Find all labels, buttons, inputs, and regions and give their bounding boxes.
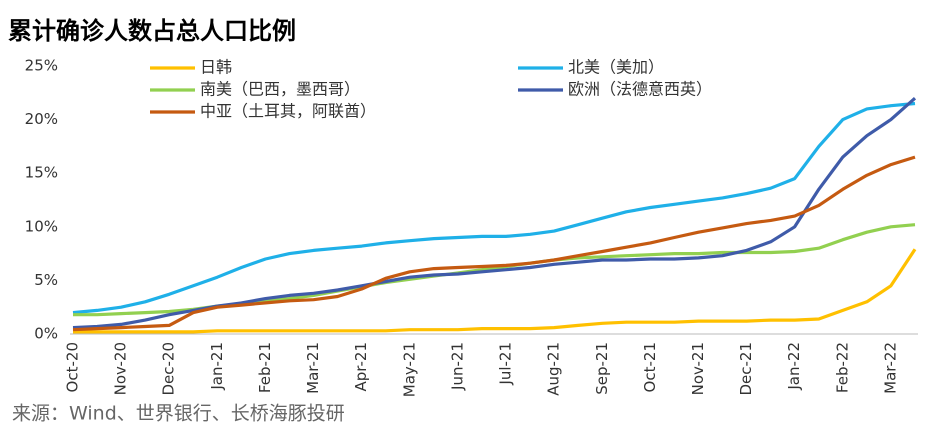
- x-tick-label: Jul-21: [497, 342, 515, 386]
- x-tick-label: Jan-22: [785, 342, 803, 391]
- y-tick-label: 25%: [25, 57, 58, 75]
- x-tick-label: Jan-21: [208, 342, 226, 391]
- legend-label: 日韩: [200, 58, 232, 77]
- x-tick-label: Oct-21: [641, 342, 659, 392]
- x-tick-label: Apr-21: [352, 342, 370, 392]
- x-tick-label: Oct-20: [64, 342, 82, 392]
- y-tick-label: 20%: [25, 110, 58, 128]
- chart-title: 累计确诊人数占总人口比例: [8, 17, 296, 45]
- series-line: [73, 248, 917, 334]
- x-tick-label: Jun-21: [448, 342, 466, 391]
- x-tick-label: Nov-20: [112, 342, 130, 395]
- x-tick-label: Dec-20: [160, 342, 178, 396]
- legend-label: 欧洲（法德意西英）: [568, 80, 712, 99]
- x-tick-label: Nov-21: [689, 342, 707, 395]
- x-tick-label: Aug-21: [545, 342, 563, 396]
- x-tick-label: Feb-22: [833, 342, 851, 393]
- legend-label: 中亚（土耳其，阿联酋）: [200, 102, 376, 121]
- x-tick-label: Sep-21: [593, 342, 611, 395]
- series-line: [72, 97, 917, 330]
- source-note: 来源：Wind、世界银行、长桥海豚投研: [12, 403, 345, 425]
- y-tick-label: 15%: [25, 164, 58, 182]
- x-tick-label: Dec-21: [737, 342, 755, 396]
- y-tick-label: 5%: [34, 271, 58, 289]
- y-tick-label: 10%: [25, 217, 58, 235]
- y-tick-label: 0%: [34, 325, 58, 343]
- x-tick-label: May-21: [400, 342, 418, 397]
- x-tick-label: Mar-22: [881, 342, 899, 394]
- series-line: [72, 155, 916, 332]
- legend-label: 北美（美加）: [568, 58, 664, 77]
- x-tick-label: Mar-21: [304, 342, 322, 394]
- x-tick-label: Feb-21: [256, 342, 274, 393]
- series-line: [72, 101, 916, 315]
- legend-label: 南美（巴西，墨西哥）: [200, 80, 360, 99]
